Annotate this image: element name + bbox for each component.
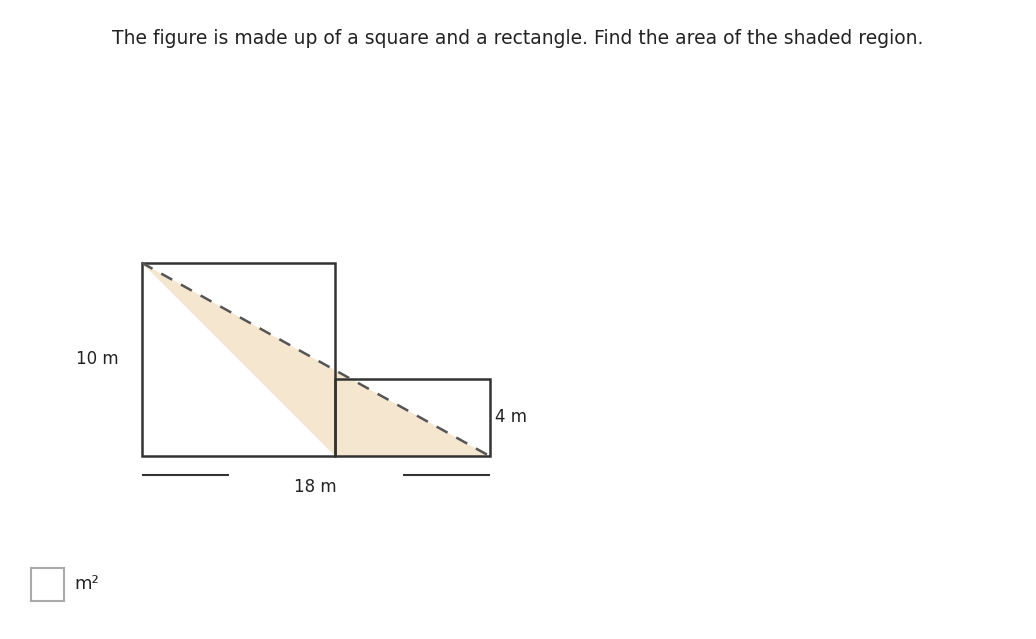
Text: 18 m: 18 m (294, 479, 337, 497)
Text: m²: m² (75, 575, 99, 593)
Text: 10 m: 10 m (76, 350, 118, 369)
Text: The figure is made up of a square and a rectangle. Find the area of the shaded r: The figure is made up of a square and a … (112, 29, 924, 48)
Polygon shape (142, 263, 490, 456)
Bar (142, 263, 335, 456)
Text: 4 m: 4 m (495, 408, 527, 426)
Bar (335, 379, 490, 456)
